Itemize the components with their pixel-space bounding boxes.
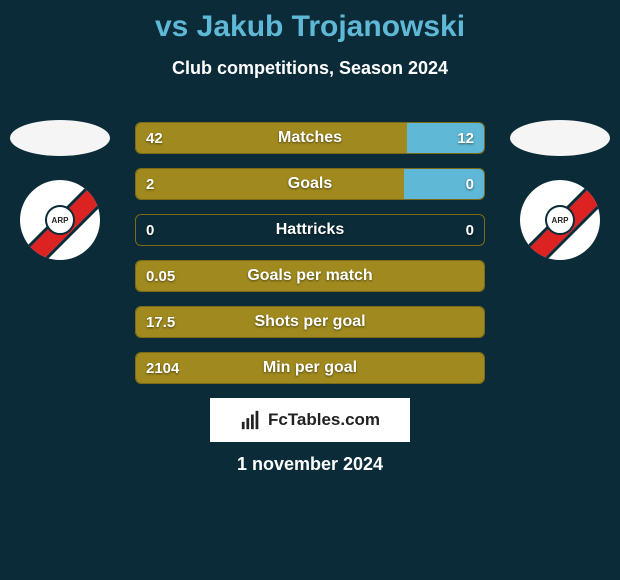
stat-label: Shots per goal	[136, 307, 484, 337]
stat-row: 4212Matches	[135, 122, 485, 154]
club-shield-left: ARP	[20, 180, 100, 260]
chart-icon	[240, 409, 262, 431]
stat-label: Min per goal	[136, 353, 484, 383]
stat-row: 17.5Shots per goal	[135, 306, 485, 338]
stat-row: 20Goals	[135, 168, 485, 200]
stat-row: 2104Min per goal	[135, 352, 485, 384]
page-title: vs Jakub Trojanowski	[0, 0, 620, 44]
stats-bars-container: 4212Matches 20Goals 00Hattricks 0.05Goals p…	[135, 122, 485, 398]
watermark: FcTables.com	[210, 398, 410, 442]
player-logo-right-ellipse	[510, 120, 610, 156]
stat-label: Goals per match	[136, 261, 484, 291]
stat-row: 00Hattricks	[135, 214, 485, 246]
shield-center-text: ARP	[45, 205, 75, 235]
player-logo-left-ellipse	[10, 120, 110, 156]
stat-label: Hattricks	[136, 215, 484, 245]
page-subtitle: Club competitions, Season 2024	[0, 58, 620, 79]
club-shield-right: ARP	[520, 180, 600, 260]
watermark-text: FcTables.com	[268, 410, 380, 430]
stat-row: 0.05Goals per match	[135, 260, 485, 292]
stat-label: Matches	[136, 123, 484, 153]
date-label: 1 november 2024	[0, 454, 620, 475]
shield-center-text: ARP	[545, 205, 575, 235]
stat-label: Goals	[136, 169, 484, 199]
